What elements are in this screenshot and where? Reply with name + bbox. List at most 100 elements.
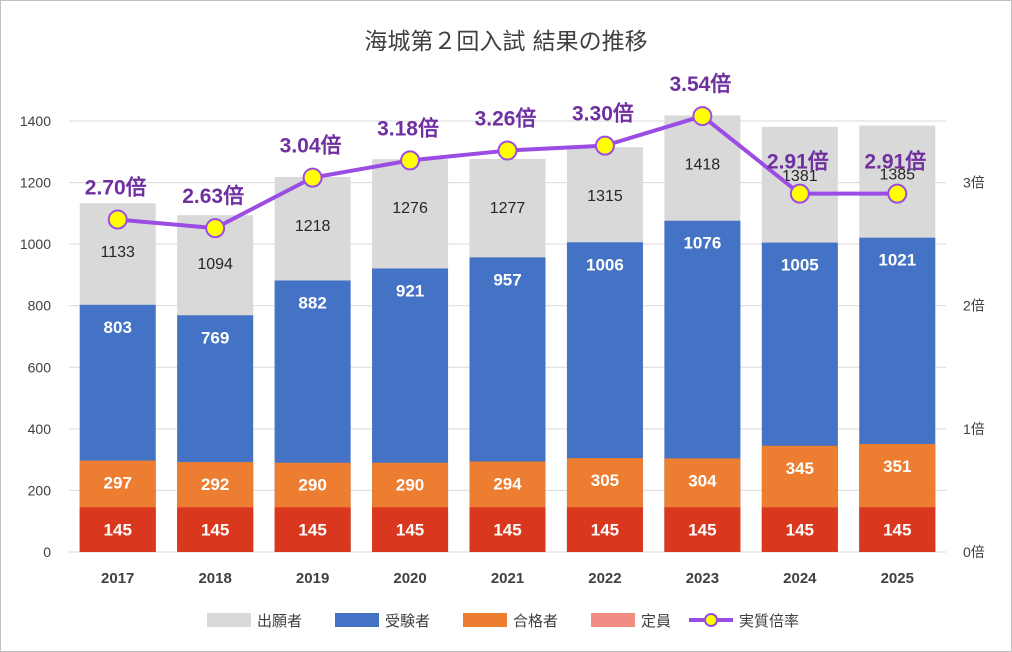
x-tick-label: 2020 [393,570,426,587]
ratio-marker [789,183,810,204]
data-label-applicants: 1133 [101,244,136,261]
legend-swatch [335,613,379,627]
y-tick-label: 600 [28,359,52,375]
data-label-capacity: 145 [396,520,424,539]
y-tick-label: 800 [28,298,52,314]
y2-axis: 0倍 1倍 2倍 3倍 [963,175,985,560]
data-label-passers: 290 [396,476,424,495]
data-label-examinees: 882 [298,293,326,312]
data-label-capacity: 145 [298,520,326,539]
bar-capacity [79,507,156,552]
x-tick-label: 2017 [101,570,134,587]
data-label-capacity: 145 [786,520,814,539]
data-label-examinees: 769 [201,328,229,347]
ratio-marker [594,135,615,156]
x-tick-label: 2018 [198,570,231,587]
y2-tick-label: 2倍 [963,298,985,314]
bar-capacity [469,507,546,552]
bar-capacity [859,507,936,552]
ratio-label: 2.91倍 [767,150,829,174]
data-label-passers: 297 [104,474,132,493]
data-label-applicants: 1381 [782,168,818,185]
y-tick-label: 1400 [20,113,51,129]
legend-line-marker [704,613,718,627]
ratio-marker [497,140,518,161]
ratio-label: 3.26倍 [475,107,537,131]
x-tick-label: 2025 [881,570,914,587]
data-label-capacity: 145 [883,520,911,539]
y-tick-label: 1000 [20,236,51,252]
y-tick-label: 400 [28,421,52,437]
data-label-examinees: 1076 [683,234,721,253]
bar-capacity [177,507,254,552]
bar-capacity [566,507,643,552]
y-axis: 0 200 400 600 800 1000 1200 1400 [20,113,51,560]
ratio-label: 3.18倍 [377,116,439,140]
data-label-capacity: 145 [104,520,132,539]
ratio-label: 2.91倍 [864,150,926,174]
data-label-applicants: 1385 [879,167,915,184]
y-tick-label: 0 [43,544,51,560]
legend-swatch [591,613,635,627]
data-label-passers: 294 [493,474,522,493]
x-tick-label: 2023 [686,570,719,587]
bar-capacity [274,507,351,552]
data-label-examinees: 1021 [878,251,916,270]
data-label-passers: 345 [786,459,814,478]
legend-label: 合格者 [513,612,558,630]
bars: 1133 803 297 145 1094 769 292 145 1218 882 290 145 1… [79,115,936,553]
data-label-applicants: 1094 [197,256,233,273]
chart-title: 海城第２回入試 結果の推移 [364,29,647,55]
x-tick-label: 2021 [491,570,524,587]
ratio-marker [302,167,323,188]
ratio-label: 3.04倍 [280,134,342,158]
data-label-capacity: 145 [688,520,716,539]
legend: 出願者 受験者 合格者 定員 実質倍率 [207,612,799,630]
ratio-marker [887,183,908,204]
data-label-passers: 290 [298,476,326,495]
bar-capacity [372,507,449,552]
ratio-marker [692,106,713,127]
ratio-label: 2.63倍 [182,184,244,208]
x-tick-label: 2019 [296,570,329,587]
ratio-line: 2.70倍 2.63倍 3.04倍 3.18倍 3.26倍 3.30倍 3.54倍 2.91倍… [85,72,926,239]
ratio-label: 3.54倍 [669,72,731,96]
legend-label: 出願者 [257,612,302,630]
legend-label: 受験者 [385,612,430,630]
data-label-examinees: 957 [493,270,521,289]
y-tick-label: 1200 [20,175,51,191]
legend-label: 実質倍率 [739,612,799,630]
x-axis: 2017 2018 2019 2020 2021 2022 2023 2024 2025 [101,570,914,587]
y2-tick-label: 0倍 [963,544,985,560]
y2-tick-label: 1倍 [963,421,985,437]
data-label-applicants: 1276 [392,200,428,217]
data-label-examinees: 1005 [781,256,819,275]
data-label-applicants: 1218 [295,218,331,235]
data-label-capacity: 145 [493,520,521,539]
data-label-passers: 305 [591,471,619,490]
legend-label: 定員 [641,612,671,630]
data-label-passers: 351 [883,457,911,476]
data-label-examinees: 921 [396,281,424,300]
data-label-passers: 304 [688,471,717,490]
bar-capacity [761,507,838,552]
data-label-applicants: 1315 [587,188,623,205]
data-label-passers: 292 [201,475,229,494]
ratio-marker [400,150,421,171]
data-label-applicants: 1277 [490,200,526,217]
x-tick-label: 2022 [588,570,621,587]
y-tick-label: 200 [28,482,52,498]
ratio-label: 2.70倍 [85,176,147,200]
legend-swatch [463,613,507,627]
data-label-examinees: 803 [104,318,132,337]
ratio-marker [107,209,128,230]
ratio-label: 3.30倍 [572,102,634,126]
data-label-capacity: 145 [591,520,619,539]
x-tick-label: 2024 [783,570,817,587]
data-label-applicants: 1418 [685,156,721,173]
legend-swatch [207,613,251,627]
data-label-examinees: 1006 [586,255,624,274]
ratio-marker [205,218,226,239]
